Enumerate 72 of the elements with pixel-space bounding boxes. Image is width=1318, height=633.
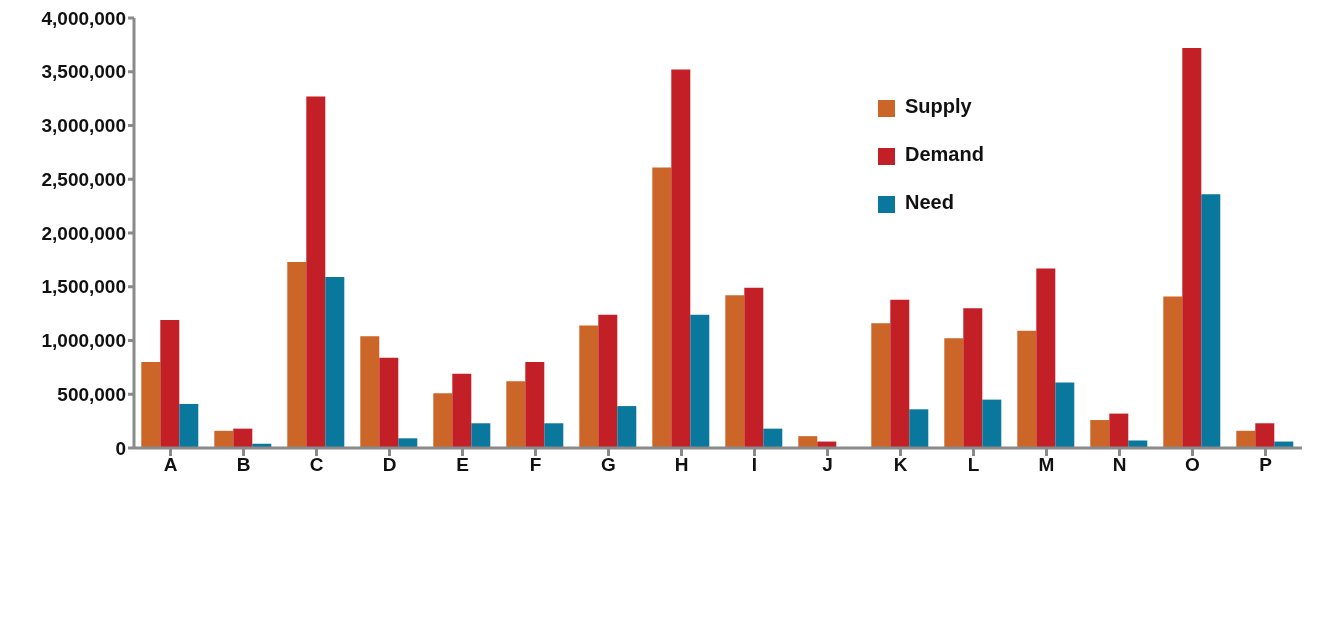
x-tick-label: F <box>529 454 542 476</box>
bar <box>1201 194 1221 448</box>
bar <box>325 277 345 448</box>
legend-label: Need <box>905 191 954 213</box>
bar <box>1036 268 1056 448</box>
bar <box>1109 413 1129 448</box>
y-tick-label: 2,000,000 <box>41 222 126 244</box>
y-tick-label: 3,500,000 <box>41 61 126 83</box>
bar <box>598 314 618 448</box>
bar <box>506 381 526 448</box>
x-tick-label: L <box>967 454 980 476</box>
bar <box>1128 440 1148 448</box>
x-tick-label: H <box>674 454 689 476</box>
bar <box>725 295 745 448</box>
bar <box>1236 430 1256 448</box>
x-tick-label: O <box>1185 454 1200 476</box>
bar <box>433 393 453 448</box>
x-tick-label: D <box>382 454 397 476</box>
bar <box>1255 423 1275 448</box>
bar <box>1055 382 1075 448</box>
bar <box>452 373 472 448</box>
x-tick-label: K <box>893 454 908 476</box>
bar <box>233 428 253 448</box>
bar <box>1090 420 1110 448</box>
bar <box>982 399 1002 448</box>
bar <box>214 430 234 448</box>
legend-label: Supply <box>905 95 972 117</box>
x-tick-label: B <box>236 454 251 476</box>
bar <box>944 338 964 448</box>
bar <box>471 423 491 448</box>
x-tick-label: E <box>456 454 469 476</box>
bar <box>1017 330 1037 448</box>
bar <box>798 436 818 448</box>
bar <box>379 357 399 448</box>
bar <box>544 423 564 448</box>
x-tick-label: M <box>1038 454 1055 476</box>
x-tick-label: C <box>309 454 324 476</box>
x-tick-label: G <box>601 454 616 476</box>
bar <box>160 320 180 448</box>
y-tick-label: 1,500,000 <box>41 276 126 298</box>
x-tick-label: J <box>822 454 833 476</box>
x-tick-label: A <box>163 454 178 476</box>
bar <box>871 323 891 448</box>
y-tick-label: 2,500,000 <box>41 168 126 190</box>
x-tick-label: I <box>751 454 758 476</box>
y-tick-label: 3,000,000 <box>41 115 126 137</box>
legend-label: Demand <box>905 143 984 165</box>
y-tick-label: 4,000,000 <box>41 7 126 29</box>
bar <box>652 167 672 448</box>
bar <box>617 406 637 448</box>
bar <box>744 287 764 448</box>
bar <box>179 403 199 448</box>
bar <box>890 299 910 448</box>
bar <box>963 308 983 448</box>
bar <box>1163 296 1183 448</box>
bar <box>360 336 380 448</box>
bar <box>579 325 599 448</box>
bar <box>763 428 783 448</box>
bar <box>909 409 929 448</box>
bar <box>690 314 710 448</box>
bar <box>398 438 418 448</box>
bar <box>525 362 545 448</box>
bar <box>1182 48 1202 448</box>
y-tick-label: 0 <box>115 437 126 459</box>
x-tick-label: N <box>1112 454 1127 476</box>
y-tick-label: 500,000 <box>57 383 126 405</box>
bar <box>287 262 307 448</box>
bar <box>671 69 691 448</box>
bar <box>306 96 326 448</box>
y-tick-label: 1,000,000 <box>41 330 126 352</box>
x-tick-label: P <box>1259 454 1273 476</box>
bar <box>141 362 161 448</box>
